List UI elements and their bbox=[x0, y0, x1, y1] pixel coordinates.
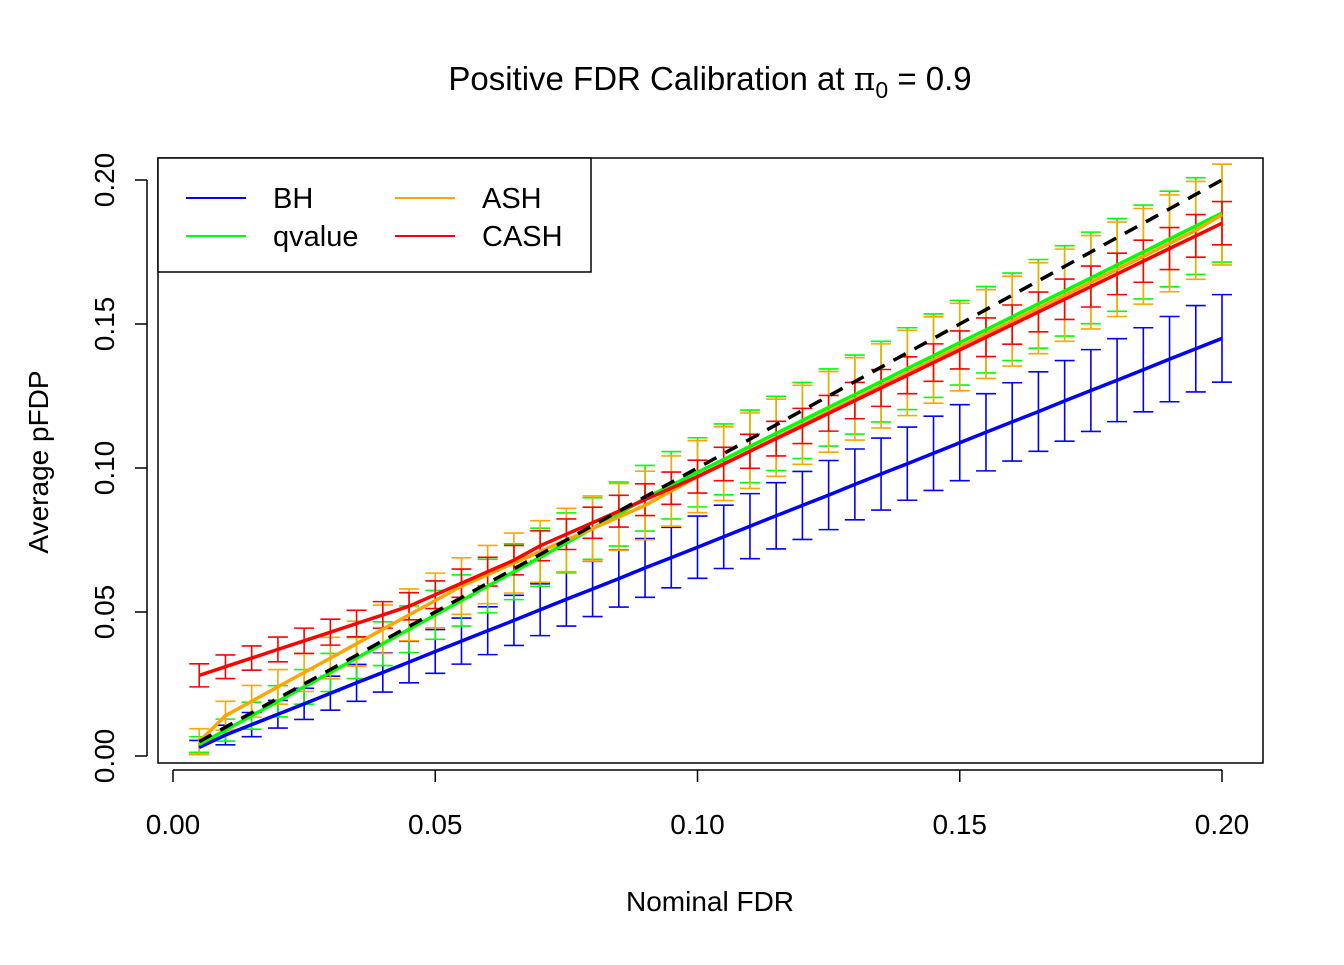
series-line-BH bbox=[198, 336, 1223, 749]
plot-frame bbox=[157, 157, 1264, 764]
series-line-CASH bbox=[198, 221, 1223, 678]
error-bars bbox=[189, 163, 1232, 756]
x-tick-label: 0.00 bbox=[146, 809, 201, 840]
y-tick-label: 0.00 bbox=[89, 729, 120, 784]
legend-box bbox=[157, 157, 592, 273]
chart-title: Positive FDR Calibration at π0 = 0.9 bbox=[448, 59, 971, 103]
series-line-ASH bbox=[197, 213, 1223, 743]
x-tick-label: 0.10 bbox=[670, 809, 725, 840]
reference-line bbox=[198, 178, 1223, 744]
x-axis: 0.00 0.05 0.10 0.15 0.20 bbox=[146, 769, 1250, 840]
error-bars-CASH bbox=[189, 200, 1232, 688]
x-tick-label: 0.15 bbox=[933, 809, 988, 840]
series-lines bbox=[197, 178, 1223, 749]
legend-label-CASH: CASH bbox=[482, 221, 563, 253]
y-axis-label: Average pFDP bbox=[23, 370, 54, 553]
legend-label-qvalue: qvalue bbox=[273, 221, 358, 253]
series-line-qvalue bbox=[198, 211, 1223, 747]
y-tick-label: 0.15 bbox=[89, 297, 120, 352]
x-tick-label: 0.20 bbox=[1195, 809, 1250, 840]
legend-label-BH: BH bbox=[273, 183, 313, 215]
x-axis-label: Nominal FDR bbox=[626, 886, 794, 917]
y-axis: 0.00 0.05 0.10 0.15 0.20 bbox=[89, 153, 148, 784]
legend-label-ASH: ASH bbox=[482, 183, 542, 215]
y-tick-label: 0.10 bbox=[89, 441, 120, 496]
y-tick-label: 0.05 bbox=[89, 585, 120, 640]
x-tick-label: 0.05 bbox=[408, 809, 463, 840]
legend: BH qvalue ASH CASH bbox=[157, 157, 592, 273]
y-tick-label: 0.20 bbox=[89, 153, 120, 208]
